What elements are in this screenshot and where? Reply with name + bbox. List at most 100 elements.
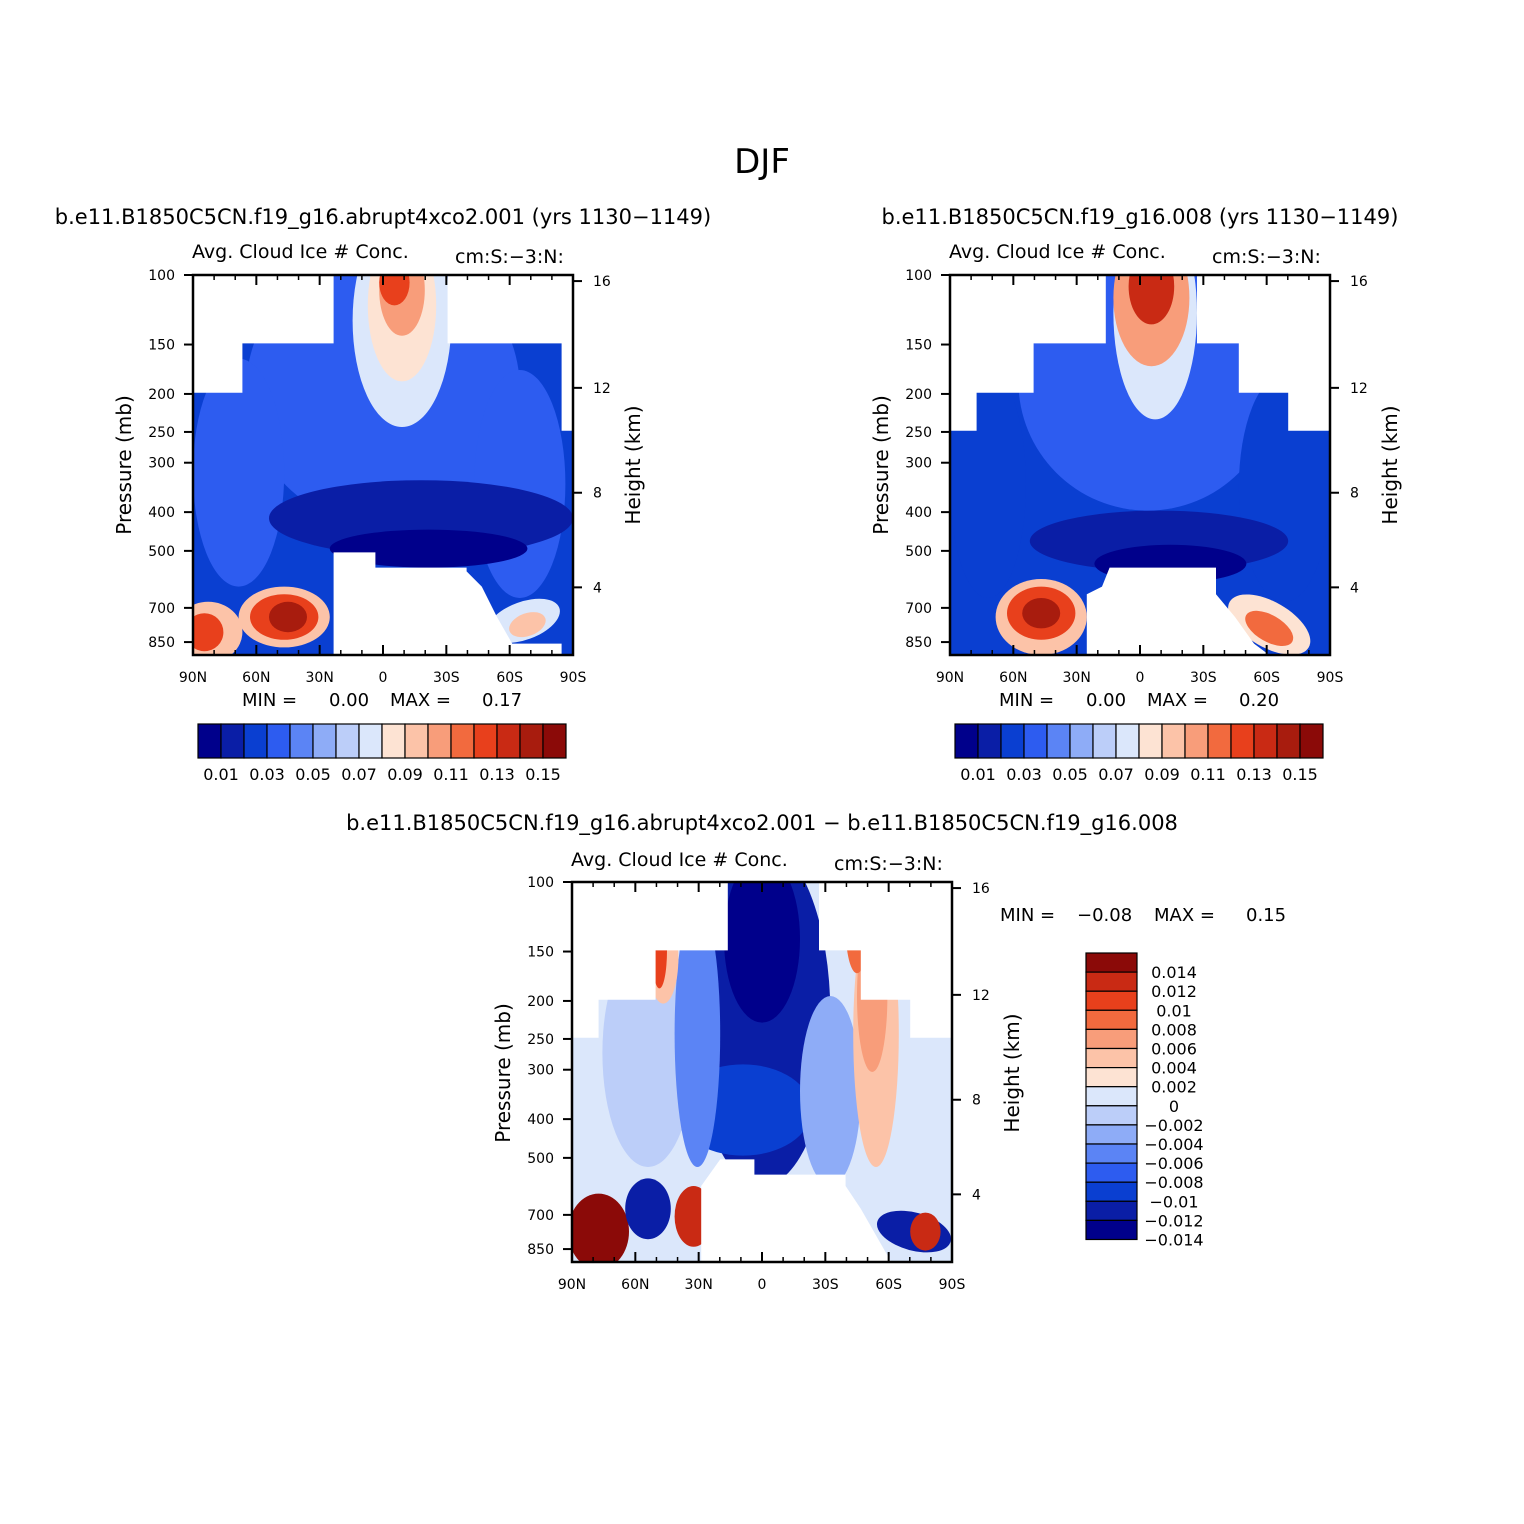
colorbar-swatch: [1085, 1047, 1138, 1069]
contour-region: [724, 882, 800, 1023]
y-tick-label: 300: [905, 456, 932, 472]
y-tick-label: 200: [905, 387, 932, 403]
max-label: MAX =: [1147, 690, 1208, 711]
y-tick-label: 250: [527, 1032, 554, 1048]
min-label: MIN =: [1000, 905, 1055, 926]
y-axis-label: Pressure (mb): [491, 1003, 515, 1143]
y-tick-label: 200: [527, 994, 554, 1010]
contour-field: [572, 882, 952, 1262]
y-tick-label: 850: [527, 1242, 554, 1258]
colorbar-swatch: [1085, 1162, 1138, 1183]
contour-region: [625, 1178, 671, 1240]
colorbar-label: −0.006: [1144, 1154, 1203, 1173]
colorbar-swatch: [1085, 1009, 1138, 1030]
colorbar-label: 0.15: [1282, 765, 1318, 784]
contour-region: [1022, 598, 1061, 629]
y2-axis-label: Height (km): [1000, 1013, 1024, 1132]
x-tick-label: 60N: [242, 670, 270, 686]
colorbar-label: 0.13: [1236, 765, 1272, 784]
colorbar-label: 0.01: [1156, 1001, 1192, 1020]
y-tick-label: 700: [148, 601, 175, 617]
y2-tick-label: 16: [1350, 274, 1368, 290]
colorbar-swatch: [1138, 723, 1163, 759]
y-tick-label: 500: [905, 544, 932, 560]
contour-region: [910, 1212, 941, 1251]
y2-tick-label: 12: [593, 381, 611, 397]
panel-title: Avg. Cloud Ice # Conc.: [571, 849, 788, 871]
panel-difference: b.e11.B1850C5CN.f19_g16.abrupt4xco2.001 …: [346, 811, 1286, 1293]
y-tick-label: 100: [148, 268, 175, 284]
colorbar-swatch: [1085, 1143, 1138, 1164]
x-tick-label: 30N: [1063, 670, 1091, 686]
colorbar-swatch: [1085, 1105, 1138, 1126]
y2-tick-label: 8: [593, 486, 602, 502]
x-tick-label: 90N: [558, 1277, 586, 1293]
max-value: 0.15: [1246, 905, 1286, 926]
x-tick-label: 90S: [939, 1277, 966, 1293]
y-tick-label: 150: [905, 338, 932, 354]
contour-region: [474, 370, 566, 598]
colorbar-label: 0.05: [1052, 765, 1088, 784]
colorbar-label: 0.008: [1151, 1020, 1197, 1039]
x-tick-label: 60S: [875, 1277, 902, 1293]
y-axis-label: Pressure (mb): [112, 395, 136, 535]
colorbar-swatch: [1299, 723, 1324, 759]
contour-region: [800, 996, 861, 1186]
colorbar-label: 0.006: [1151, 1040, 1197, 1059]
colorbar-label: 0.07: [1098, 765, 1134, 784]
y-tick-label: 500: [148, 544, 175, 560]
colorbar-label: 0.11: [433, 765, 469, 784]
colorbar-swatch: [197, 723, 222, 759]
min-label: MIN =: [242, 690, 297, 711]
colorbar-swatch: [220, 723, 245, 759]
x-tick-label: 0: [758, 1277, 767, 1293]
contour-region: [193, 613, 224, 652]
y-tick-label: 400: [527, 1112, 554, 1128]
missing-data-mask: [193, 275, 334, 393]
colorbar-swatch: [1161, 723, 1186, 759]
x-tick-label: 30N: [685, 1277, 713, 1293]
y2-tick-label: 12: [972, 988, 990, 1004]
colorbar-label: 0.03: [249, 765, 285, 784]
panel-4xco2: b.e11.B1850C5CN.f19_g16.abrupt4xco2.001 …: [55, 205, 711, 784]
colorbar-swatch: [954, 723, 979, 759]
colorbar-swatch: [312, 723, 337, 759]
contour-region: [1245, 610, 1294, 646]
colorbar-label: 0.03: [1006, 765, 1042, 784]
missing-data-mask: [819, 882, 952, 1038]
x-tick-label: 30S: [812, 1277, 839, 1293]
colorbar-label: 0.13: [479, 765, 515, 784]
max-value: 0.20: [1239, 690, 1279, 711]
missing-data-mask: [333, 552, 562, 655]
panel-title: Avg. Cloud Ice # Conc.: [192, 241, 409, 263]
units-label: cm:S:−3:N:: [1212, 246, 1321, 268]
x-tick-label: 0: [1136, 670, 1145, 686]
colorbar-swatch: [404, 723, 429, 759]
panel-control: b.e11.B1850C5CN.f19_g16.008 (yrs 1130−11…: [869, 205, 1402, 784]
y2-tick-label: 8: [1350, 486, 1359, 502]
colorbar-swatch: [335, 723, 360, 759]
y-tick-label: 250: [905, 425, 932, 441]
min-value: 0.00: [329, 690, 369, 711]
contour-region: [379, 275, 410, 306]
colorbar-swatch: [1253, 723, 1278, 759]
colorbar-swatch: [1085, 1124, 1138, 1145]
contour-region: [572, 1193, 629, 1262]
y2-tick-label: 4: [593, 580, 602, 596]
colorbar-label: −0.008: [1144, 1173, 1203, 1192]
contour-region: [674, 901, 721, 1167]
missing-data-mask: [572, 882, 728, 1038]
colorbar-label: 0.01: [203, 765, 239, 784]
missing-data-mask: [950, 275, 1106, 431]
y2-tick-label: 8: [972, 1093, 981, 1109]
x-tick-label: 90N: [936, 670, 964, 686]
colorbar-swatch: [1184, 723, 1209, 759]
colorbar-label: −0.01: [1149, 1192, 1198, 1211]
max-label: MAX =: [390, 690, 451, 711]
contour-region: [1128, 275, 1175, 325]
y2-tick-label: 4: [972, 1187, 981, 1203]
panel-header: b.e11.B1850C5CN.f19_g16.abrupt4xco2.001 …: [346, 811, 1178, 836]
y-tick-label: 150: [527, 945, 554, 961]
colorbar-swatch: [1085, 1086, 1138, 1107]
y-tick-label: 100: [905, 268, 932, 284]
